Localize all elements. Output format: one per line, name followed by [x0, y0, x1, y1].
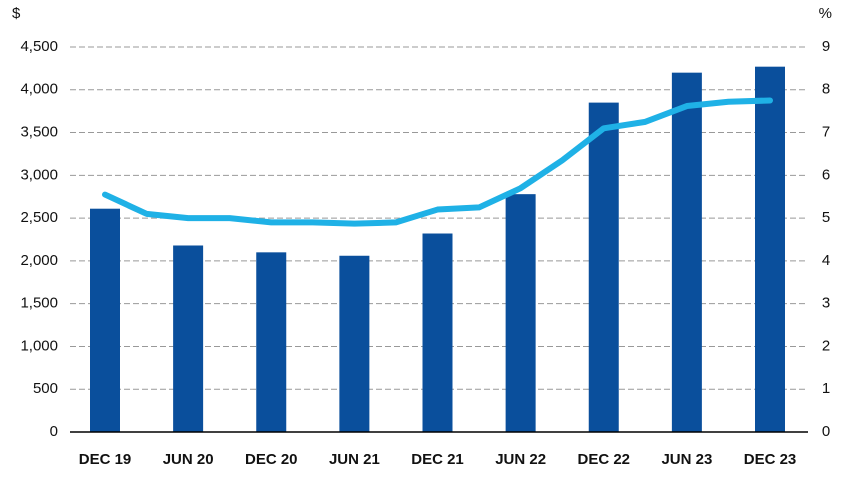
bar: [755, 66, 785, 432]
bar: [256, 252, 287, 432]
x-tick-label: JUN 23: [661, 451, 712, 468]
y-tick-label: 2,000: [20, 252, 58, 269]
y2-tick-label: 0: [822, 423, 830, 440]
y-tick-label: 2,500: [20, 209, 58, 226]
bar: [671, 72, 702, 433]
bar: [90, 208, 120, 432]
x-tick-label: DEC 20: [245, 451, 298, 468]
y2-tick-label: 8: [822, 81, 830, 98]
y-axis-label: $: [12, 5, 21, 22]
y2-tick-label: 7: [822, 124, 830, 141]
x-tick-label: DEC 22: [577, 451, 630, 468]
y2-tick-label: 6: [822, 166, 830, 183]
line: [102, 97, 773, 227]
x-tick-label: JUN 21: [329, 451, 380, 468]
y-tick-label: 3,000: [20, 166, 58, 183]
x-tick-label: DEC 21: [411, 451, 464, 468]
y-tick-label: 0: [50, 423, 58, 440]
x-tick-label: JUN 20: [163, 451, 214, 468]
bar: [173, 245, 204, 432]
y-tick-label: 4,500: [20, 38, 58, 55]
x-tick-label: JUN 22: [495, 451, 546, 468]
y2-tick-label: 1: [822, 380, 830, 397]
y-tick-label: 1,000: [20, 337, 58, 354]
bar: [339, 255, 370, 432]
y-tick-label: 1,500: [20, 295, 58, 312]
y2-tick-label: 5: [822, 209, 830, 226]
x-tick-label: DEC 19: [79, 451, 132, 468]
bar: [422, 233, 453, 432]
y2-tick-label: 4: [822, 252, 830, 269]
y-tick-label: 3,500: [20, 124, 58, 141]
x-tick-label: DEC 23: [744, 451, 797, 468]
y2-tick-label: 2: [822, 337, 830, 354]
bar: [588, 102, 619, 432]
y-tick-label: 4,000: [20, 81, 58, 98]
y2-tick-label: 3: [822, 295, 830, 312]
y2-tick-label: 9: [822, 38, 830, 55]
y2-axis-label: %: [819, 5, 832, 22]
y-tick-label: 500: [33, 380, 58, 397]
bar: [505, 194, 536, 432]
